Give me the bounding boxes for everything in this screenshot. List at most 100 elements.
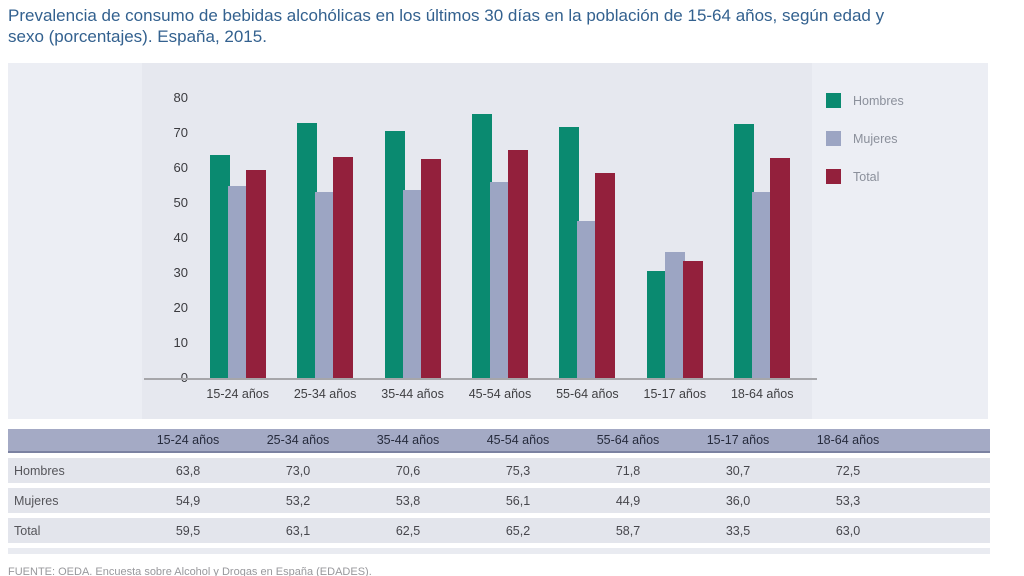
table-header-cell: 15-17 años (683, 429, 793, 453)
x-axis-category-label: 15-17 años (643, 387, 707, 401)
table-value-cell: 53,3 (793, 488, 903, 513)
bar-group (194, 98, 281, 378)
x-axis-labels: 15-24 años 25-34 años 35-44 años 45-54 años… (194, 387, 806, 401)
legend-item: Total (826, 168, 904, 185)
bar-hombres (559, 126, 580, 378)
x-axis-category-label: 15-24 años (206, 387, 269, 401)
legend-label: Hombres (853, 93, 904, 108)
table-value-cell: 73,0 (243, 458, 353, 483)
bar-group (369, 98, 456, 378)
table-value-cell: 75,3 (463, 458, 573, 483)
bar-mujeres (489, 181, 510, 378)
table-value-cell: 63,1 (243, 518, 353, 543)
legend-item: Hombres (826, 92, 904, 109)
table-value-cell: 62,5 (353, 518, 463, 543)
table-header-cell: 35-44 años (353, 429, 463, 453)
bar-hombres (734, 124, 755, 378)
table-value-cell: 36,0 (683, 488, 793, 513)
x-axis-category-label: 55-64 años (556, 387, 619, 401)
table-header-empty-cell (8, 429, 133, 453)
table-header-cell: 15-24 años (133, 429, 243, 453)
x-axis-line (144, 378, 817, 380)
row-label: Mujeres (8, 488, 133, 513)
bar-mujeres (315, 191, 336, 378)
bar-mujeres (227, 185, 248, 378)
table-row: Hombres 63,8 73,0 70,6 75,3 71,8 30,7 72,5 (8, 458, 990, 483)
table-value-cell: 56,1 (463, 488, 573, 513)
bar-hombres (297, 122, 318, 378)
x-axis-category-label: 18-64 años (730, 387, 794, 401)
bar-hombres (384, 130, 405, 378)
table-row: Mujeres 54,9 53,2 53,8 56,1 44,9 36,0 53,3 (8, 488, 990, 513)
bar-total (420, 159, 441, 378)
table-value-cell: 33,5 (683, 518, 793, 543)
table-value-cell: 72,5 (793, 458, 903, 483)
table-header-cell: 18-64 años (793, 429, 903, 453)
bar-total (770, 157, 791, 378)
legend-label: Mujeres (853, 131, 898, 146)
table-header-cell: 25-34 años (243, 429, 353, 453)
source-note: FUENTE: OEDA. Encuesta sobre Alcohol y D… (8, 566, 372, 576)
table-value-cell: 58,7 (573, 518, 683, 543)
legend: Hombres Mujeres Total (826, 92, 904, 206)
table-value-cell: 53,2 (243, 488, 353, 513)
table-header-cell: 45-54 años (463, 429, 573, 453)
table-value-cell: 63,0 (793, 518, 903, 543)
table-header-cell: 55-64 años (573, 429, 683, 453)
bar-group (544, 98, 631, 378)
bar-total (595, 172, 616, 378)
legend-swatch-hombres (826, 93, 841, 109)
page-title: Prevalencia de consumo de bebidas alcohó… (8, 6, 885, 46)
row-label: Hombres (8, 458, 133, 483)
bar-hombres (471, 114, 492, 378)
bar-total (245, 169, 266, 378)
bar-total (333, 157, 354, 378)
bar-mujeres (664, 252, 685, 378)
legend-swatch-mujeres (826, 131, 841, 147)
table-value-cell: 71,8 (573, 458, 683, 483)
x-axis-category-label: 45-54 años (468, 387, 532, 401)
y-tick-label: 20 (173, 300, 188, 315)
bar-group (631, 98, 718, 378)
y-tick-label: 0 (142, 370, 188, 386)
y-tick-label: 30 (173, 265, 188, 280)
table-value-cell: 65,2 (463, 518, 573, 543)
bar-total (682, 260, 703, 378)
y-tick-label: 50 (173, 195, 188, 210)
x-axis-category-label: 35-44 años (381, 387, 444, 401)
y-tick-label: 10 (173, 335, 188, 350)
table-row: Total 59,5 63,1 62,5 65,2 58,7 33,5 63,0 (8, 518, 990, 543)
table-header-row: 15-24 años 25-34 años 35-44 años 45-54 años… (8, 429, 990, 453)
bar-group (456, 98, 543, 378)
table-filler-cell (903, 488, 990, 513)
table-filler-cell (903, 518, 990, 543)
table-filler-cell (903, 458, 990, 483)
bar-mujeres (577, 220, 598, 378)
y-tick-label: 70 (173, 125, 188, 140)
bar-total (507, 149, 528, 378)
x-axis-category-label: 25-34 años (293, 387, 357, 401)
row-label: Total (8, 518, 133, 543)
y-tick-label: 80 (173, 90, 188, 105)
bars-area (194, 98, 806, 378)
legend-label: Total (853, 169, 880, 184)
table-value-cell: 70,6 (353, 458, 463, 483)
y-tick-label: 60 (173, 160, 188, 175)
table-value-cell: 63,8 (133, 458, 243, 483)
y-tick-label: 40 (173, 230, 188, 245)
bar-mujeres (402, 189, 423, 378)
legend-swatch-total (826, 169, 841, 185)
bar-hombres (646, 270, 667, 378)
plot-area: 0 10 20 30 40 50 60 70 80 15-24 años 25-34 años 35… (142, 63, 817, 419)
bar-group (281, 98, 368, 378)
table-header-filler-cell (903, 429, 990, 453)
data-table: 15-24 años 25-34 años 35-44 años 45-54 años… (8, 424, 990, 548)
table-bottom-strip (8, 548, 990, 554)
table-value-cell: 54,9 (133, 488, 243, 513)
chart-panel: 0 10 20 30 40 50 60 70 80 15-24 años 25-34 años 35… (8, 63, 988, 419)
table-value-cell: 53,8 (353, 488, 463, 513)
table-value-cell: 30,7 (683, 458, 793, 483)
bar-mujeres (752, 191, 773, 378)
bar-group (719, 98, 806, 378)
table-value-cell: 44,9 (573, 488, 683, 513)
